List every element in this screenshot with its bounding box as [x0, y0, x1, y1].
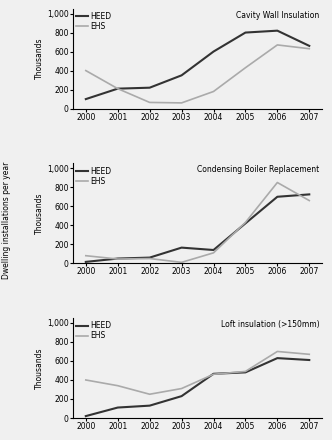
HEED [148, 85, 152, 90]
HEED [243, 221, 247, 226]
Line: HEED: HEED [86, 194, 309, 262]
Line: HEED: HEED [86, 358, 309, 416]
EHS [211, 89, 215, 94]
EHS [116, 86, 120, 91]
EHS [116, 257, 120, 262]
EHS [180, 260, 184, 265]
EHS [307, 198, 311, 203]
Y-axis label: Thousands: Thousands [35, 38, 44, 80]
Text: Loft insulation (>150mm): Loft insulation (>150mm) [221, 320, 319, 329]
Line: EHS: EHS [86, 45, 309, 103]
EHS [148, 392, 152, 397]
HEED [116, 86, 120, 91]
Y-axis label: Thousands: Thousands [35, 347, 44, 389]
HEED [275, 356, 279, 361]
HEED [307, 192, 311, 197]
EHS [211, 372, 215, 377]
EHS [243, 65, 247, 70]
EHS [275, 180, 279, 185]
Line: HEED: HEED [86, 31, 309, 99]
EHS [243, 369, 247, 374]
Y-axis label: Thousands: Thousands [35, 193, 44, 234]
Line: EHS: EHS [86, 352, 309, 394]
HEED [116, 405, 120, 410]
HEED [211, 371, 215, 377]
EHS [180, 386, 184, 391]
HEED [84, 259, 88, 264]
HEED [275, 28, 279, 33]
HEED [148, 403, 152, 408]
HEED [275, 194, 279, 199]
Legend: HEED, EHS: HEED, EHS [75, 320, 112, 341]
HEED [180, 73, 184, 78]
Line: EHS: EHS [86, 183, 309, 262]
HEED [307, 43, 311, 48]
Text: Dwelling installations per year: Dwelling installations per year [2, 161, 11, 279]
HEED [148, 255, 152, 260]
HEED [211, 247, 215, 253]
EHS [211, 250, 215, 256]
EHS [180, 100, 184, 106]
HEED [180, 245, 184, 250]
Text: Condensing Boiler Replacement: Condensing Boiler Replacement [197, 165, 319, 175]
EHS [84, 378, 88, 383]
EHS [84, 68, 88, 73]
Text: Cavity Wall Insulation: Cavity Wall Insulation [236, 11, 319, 20]
HEED [243, 30, 247, 35]
EHS [275, 349, 279, 354]
EHS [243, 220, 247, 225]
HEED [180, 393, 184, 399]
EHS [148, 100, 152, 105]
EHS [148, 256, 152, 261]
HEED [84, 414, 88, 419]
HEED [116, 256, 120, 261]
Legend: HEED, EHS: HEED, EHS [75, 11, 112, 32]
EHS [307, 352, 311, 357]
HEED [307, 357, 311, 363]
EHS [307, 46, 311, 51]
EHS [84, 253, 88, 258]
HEED [243, 370, 247, 375]
EHS [116, 383, 120, 389]
HEED [211, 49, 215, 54]
Legend: HEED, EHS: HEED, EHS [75, 166, 112, 187]
EHS [275, 42, 279, 48]
HEED [84, 96, 88, 102]
